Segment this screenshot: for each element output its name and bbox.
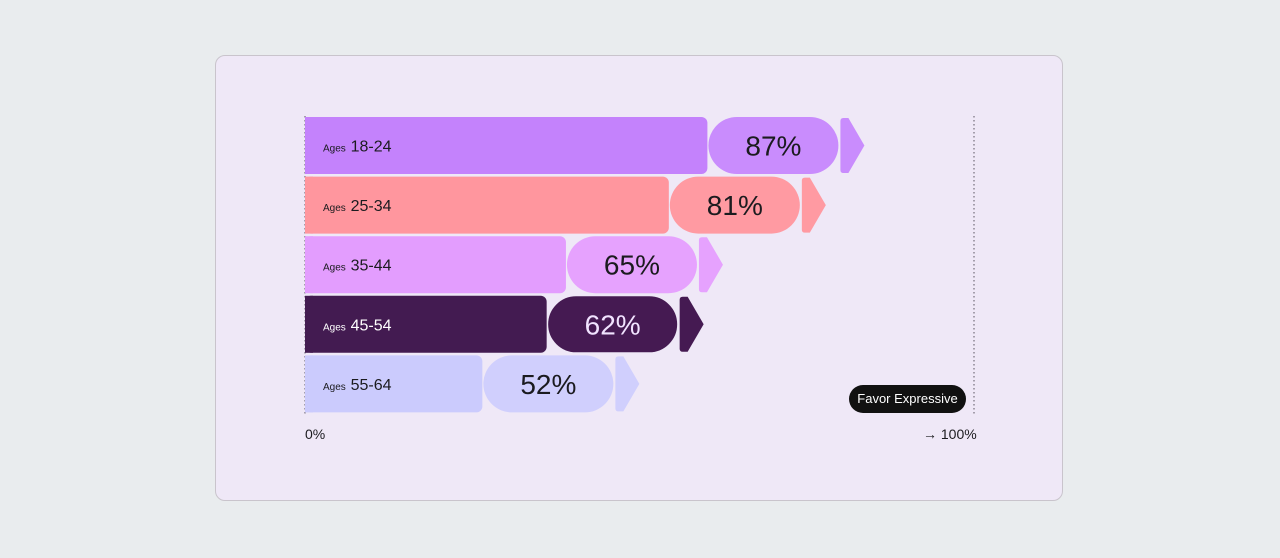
value-pill (669, 176, 800, 234)
arrow-tip (801, 177, 826, 233)
value-label: 52% (520, 369, 576, 400)
arrow-tip (679, 296, 704, 352)
bar-category-label: Ages 45-54 (323, 317, 392, 334)
category-prefix: Ages (323, 382, 349, 393)
category-range: 18-24 (351, 139, 392, 156)
value-pill (483, 355, 614, 413)
bar-category-label: Ages 55-64 (323, 377, 392, 394)
bar-group: Ages 45-54 62% (305, 295, 704, 354)
x-axis-min-label: 0% (305, 426, 326, 442)
bar-group: Ages 55-64 52% (305, 355, 640, 413)
value-label: 87% (745, 131, 801, 162)
category-prefix: Ages (323, 263, 349, 274)
bar-left-edge (305, 355, 313, 413)
bar-category-label: Ages 25-34 (323, 198, 392, 215)
category-prefix: Ages (323, 203, 349, 214)
bar-group: Ages 35-44 65% (305, 236, 723, 294)
bar-left-edge (305, 117, 313, 174)
bar-category-label: Ages 35-44 (323, 258, 392, 275)
value-pill (708, 117, 839, 174)
value-pill (547, 295, 679, 354)
category-prefix: Ages (323, 322, 349, 333)
bar-left-edge (305, 176, 313, 234)
arrow-tip (840, 118, 865, 173)
value-label: 81% (707, 190, 763, 221)
bar-category-label: Ages 18-24 (323, 139, 392, 156)
bar-left-edge (305, 295, 313, 353)
bar (305, 117, 708, 174)
bar (305, 176, 669, 234)
value-pill (566, 236, 697, 294)
legend-badge: Favor Expressive (849, 385, 966, 413)
value-label: 65% (604, 250, 660, 281)
category-range: 35-44 (351, 258, 392, 275)
arrow-tip (615, 356, 640, 412)
bar (305, 295, 547, 353)
value-label: 62% (585, 309, 641, 340)
bar (305, 355, 483, 413)
bar-group: Ages 18-24 87% (305, 117, 865, 174)
x-axis-max-label: → 100% (923, 426, 977, 442)
category-prefix: Ages (323, 144, 349, 155)
bar-left-edge (305, 236, 313, 294)
bar-group: Ages 25-34 81% (305, 176, 826, 234)
category-range: 45-54 (351, 317, 392, 334)
arrow-tip (698, 237, 723, 293)
category-range: 25-34 (351, 198, 392, 215)
bar (305, 236, 566, 294)
category-range: 55-64 (351, 377, 392, 394)
